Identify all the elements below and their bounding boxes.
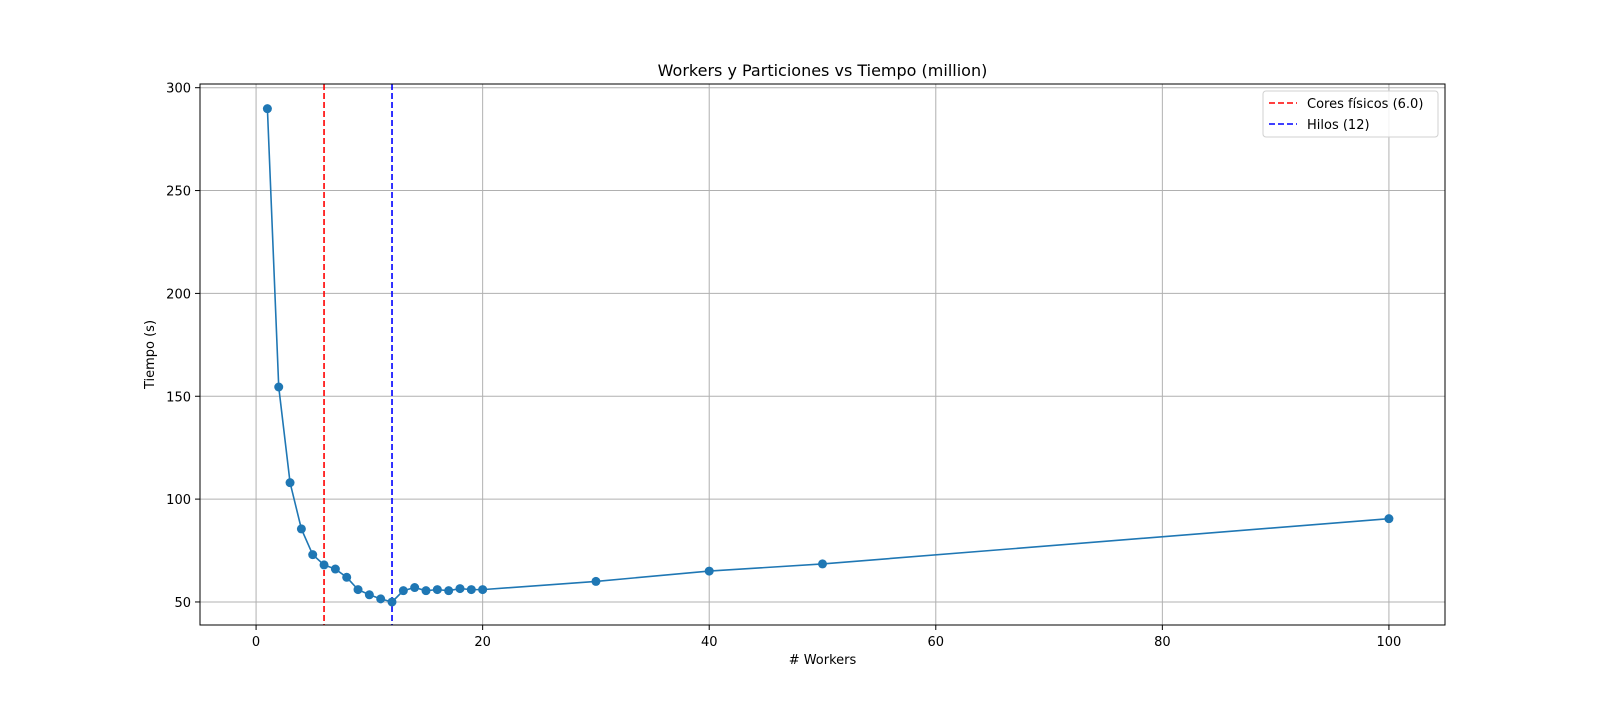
- data-point: [296, 524, 306, 534]
- data-point: [466, 585, 476, 595]
- data-point: [704, 566, 714, 576]
- plot-frame: [199, 83, 1446, 626]
- data-point: [353, 585, 363, 595]
- data-point: [330, 564, 340, 574]
- data-point: [410, 583, 420, 593]
- data-point: [285, 478, 295, 488]
- data-point: [421, 586, 431, 596]
- series-line: [266, 108, 1389, 603]
- x-tick-label: 100: [1377, 635, 1402, 650]
- x-axis-title: # Workers: [789, 653, 857, 668]
- series-group: [262, 104, 1394, 607]
- legend-box: [1262, 90, 1439, 138]
- x-tick-label: 20: [474, 635, 491, 650]
- reference-lines: [323, 84, 393, 625]
- data-point: [455, 584, 465, 594]
- y-tick-label: 50: [174, 596, 191, 611]
- legend-label: Cores físicos (6.0): [1307, 97, 1423, 112]
- data-point: [262, 104, 272, 114]
- data-point: [444, 586, 454, 596]
- data-point: [376, 594, 386, 604]
- data-point: [274, 382, 284, 392]
- grid-lines: [200, 84, 1445, 625]
- data-point: [387, 597, 397, 607]
- y-axis-title: Tiempo (s): [143, 320, 158, 390]
- y-tick-label: 200: [166, 287, 191, 302]
- x-tick-label: 40: [701, 635, 718, 650]
- data-point: [364, 590, 374, 600]
- data-point: [818, 559, 827, 569]
- data-point: [308, 550, 318, 560]
- legend: Cores físicos (6.0) Hilos (12): [1262, 90, 1439, 138]
- y-tick-label: 300: [166, 82, 191, 97]
- x-tick-label: 0: [252, 635, 260, 650]
- chart-title: Workers y Particiones vs Tiempo (million…: [658, 61, 988, 80]
- y-tick-label: 100: [166, 493, 191, 508]
- data-point: [432, 585, 442, 595]
- legend-label: Hilos (12): [1307, 118, 1370, 133]
- y-tick-label: 150: [166, 390, 191, 405]
- x-tick-label: 80: [1154, 635, 1171, 650]
- data-point: [319, 560, 329, 570]
- data-point: [342, 572, 352, 582]
- y-tick-label: 250: [166, 185, 191, 200]
- axis-ticks: 0 20 40 60 80 100 50 100 150 200 250 300: [166, 82, 1401, 650]
- data-point: [591, 576, 601, 586]
- data-point: [1384, 514, 1394, 524]
- x-tick-label: 60: [928, 635, 945, 650]
- data-point: [478, 585, 488, 595]
- data-point: [398, 586, 408, 596]
